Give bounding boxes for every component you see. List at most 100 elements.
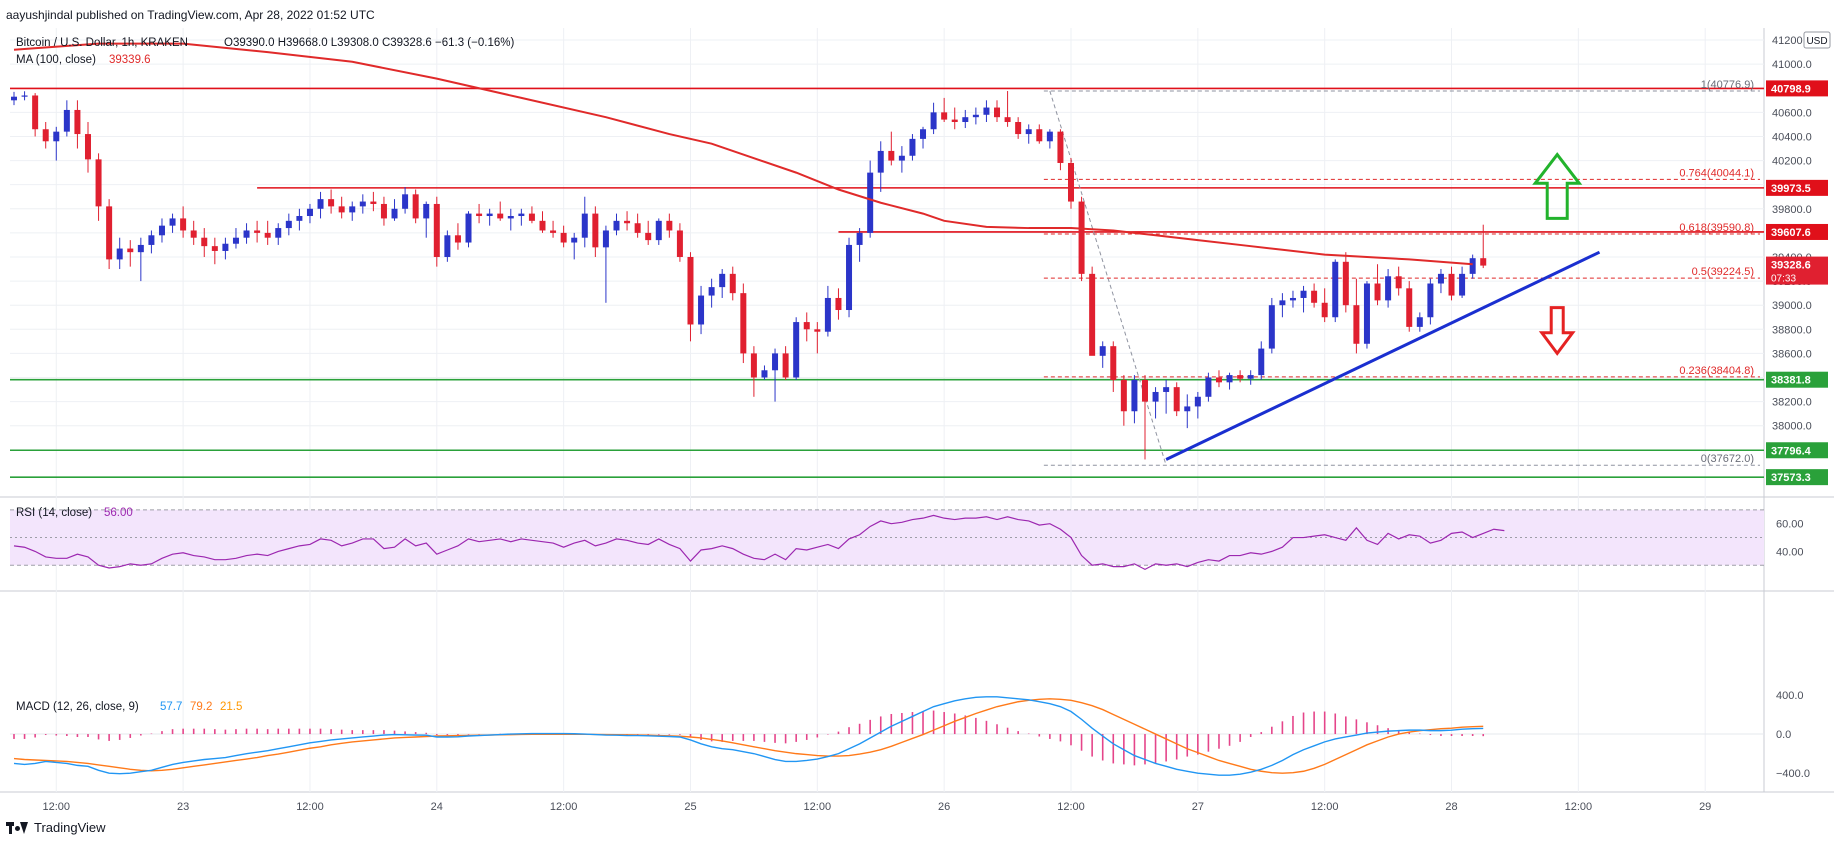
candle bbox=[476, 203, 483, 224]
candle bbox=[1068, 158, 1074, 209]
candle bbox=[11, 91, 17, 106]
x-tick-label: 12:00 bbox=[550, 801, 578, 813]
candle-body bbox=[285, 220, 292, 229]
candle bbox=[814, 322, 821, 354]
ohlc-values: O39390.0 H39668.0 L39308.0 C39328.6 −61.… bbox=[224, 37, 514, 49]
candle bbox=[74, 100, 81, 149]
candle bbox=[962, 109, 969, 129]
rsi-legend-value: 56.00 bbox=[104, 507, 133, 519]
candle-body bbox=[359, 201, 366, 207]
candle-body bbox=[1258, 348, 1265, 376]
candle bbox=[972, 107, 979, 125]
candle bbox=[1321, 288, 1328, 323]
candle-body bbox=[666, 220, 673, 231]
fib-diagonal bbox=[1049, 90, 1167, 466]
candle-body bbox=[1099, 346, 1106, 356]
publisher-text: aayushjindal published on TradingView.co… bbox=[6, 8, 375, 22]
candle-body bbox=[148, 235, 155, 245]
candle-body bbox=[1342, 261, 1349, 306]
candle-body bbox=[824, 297, 831, 332]
candle bbox=[465, 211, 472, 248]
candle bbox=[444, 230, 451, 262]
candle-body bbox=[1480, 258, 1487, 266]
candle-body bbox=[951, 119, 958, 123]
level-tag-text: 40798.9 bbox=[1771, 83, 1811, 95]
candle-body bbox=[349, 206, 356, 213]
candle-body bbox=[1163, 387, 1170, 392]
candle bbox=[1004, 91, 1011, 127]
candle-body bbox=[814, 329, 821, 332]
candle-body bbox=[1300, 290, 1307, 298]
candle bbox=[42, 122, 49, 149]
panel-legends: Bitcoin / U.S. Dollar, 1h, KRAKEN O39390.… bbox=[16, 37, 514, 713]
candle bbox=[772, 348, 779, 402]
fib-level-label: 0(37672.0) bbox=[1701, 453, 1754, 465]
y-tick-label: 38200.0 bbox=[1772, 397, 1812, 409]
candle bbox=[1469, 254, 1476, 279]
candle bbox=[877, 141, 884, 192]
y-tick-label: 39000.0 bbox=[1772, 300, 1812, 312]
candle-body bbox=[95, 159, 102, 207]
currency-badge-text: USD bbox=[1806, 36, 1827, 47]
candle-body bbox=[941, 112, 948, 120]
candle-body bbox=[42, 129, 49, 142]
candle bbox=[1448, 266, 1455, 301]
candle-body bbox=[877, 150, 884, 173]
level-price-tag: 39973.5 bbox=[1766, 179, 1828, 196]
current-price-text: 39328.6 bbox=[1771, 260, 1811, 272]
candle bbox=[433, 196, 440, 267]
macd-tick-label: −400.0 bbox=[1776, 768, 1810, 780]
arrow-up-icon bbox=[1532, 152, 1583, 220]
candle bbox=[1089, 266, 1096, 356]
candle bbox=[1459, 266, 1466, 298]
candle bbox=[1078, 196, 1085, 282]
candle-body bbox=[264, 232, 271, 238]
y-tick-label: 38600.0 bbox=[1772, 348, 1812, 360]
current-price-box bbox=[1766, 256, 1828, 285]
macd-panel bbox=[10, 696, 1764, 776]
candle bbox=[909, 134, 916, 161]
y-tick-label: 38800.0 bbox=[1772, 324, 1812, 336]
candle-body bbox=[698, 295, 705, 325]
candle bbox=[148, 230, 155, 254]
x-tick-label: 28 bbox=[1445, 801, 1457, 813]
candle bbox=[846, 237, 853, 318]
candle-body bbox=[782, 353, 789, 378]
current-price-tag: 39328.6 07:33 bbox=[1766, 256, 1828, 285]
candle bbox=[550, 220, 557, 238]
candle-body bbox=[1332, 261, 1339, 318]
candle bbox=[412, 189, 419, 224]
candle bbox=[201, 228, 208, 257]
candle bbox=[84, 122, 91, 173]
candle-body bbox=[370, 201, 377, 204]
brand-name: TradingView bbox=[34, 819, 106, 835]
candle bbox=[127, 240, 134, 267]
candle-body bbox=[740, 293, 747, 354]
candle bbox=[666, 213, 673, 238]
candle-body bbox=[275, 228, 282, 238]
candle bbox=[359, 194, 366, 214]
candle bbox=[423, 201, 430, 238]
candle bbox=[1258, 341, 1265, 380]
ma-legend-label: MA (100, close) bbox=[16, 54, 96, 66]
candle-body bbox=[74, 109, 81, 135]
candle bbox=[53, 126, 60, 161]
candle-body bbox=[306, 208, 313, 217]
candle bbox=[1036, 124, 1043, 144]
level-tag-box bbox=[1766, 179, 1828, 196]
level-tag-box bbox=[1766, 223, 1828, 240]
level-tag-text: 38381.8 bbox=[1771, 375, 1811, 387]
candle-body bbox=[867, 172, 874, 233]
rsi-line bbox=[13, 514, 1505, 571]
candle-body bbox=[423, 203, 430, 219]
x-tick-label: 12:00 bbox=[43, 801, 71, 813]
candle bbox=[1025, 124, 1032, 144]
candle bbox=[1141, 375, 1148, 460]
candle bbox=[888, 131, 895, 166]
candle-body bbox=[486, 213, 493, 217]
macd-tick-label: 0.0 bbox=[1776, 729, 1791, 741]
candle bbox=[1205, 372, 1212, 402]
axes: 12:00 23 12:00 24 12:00 25 12:00 26 12:00 27 12:00… bbox=[43, 31, 1831, 813]
candle bbox=[560, 225, 567, 248]
